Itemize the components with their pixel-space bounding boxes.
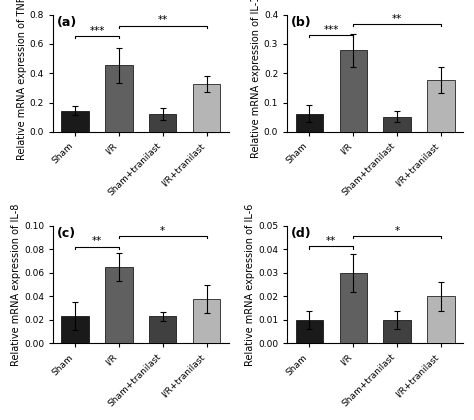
Y-axis label: Relative mRNA expression of IL-6: Relative mRNA expression of IL-6 (246, 204, 255, 366)
Text: **: ** (92, 236, 102, 246)
Bar (296, 113, 323, 132)
Bar (383, 320, 410, 344)
Bar (149, 316, 176, 344)
Text: (a): (a) (56, 16, 77, 29)
Text: **: ** (392, 13, 402, 24)
Bar (62, 316, 89, 344)
Bar (296, 320, 323, 344)
Bar (62, 111, 89, 132)
Text: (b): (b) (291, 16, 311, 29)
Text: **: ** (158, 15, 168, 25)
Bar (193, 84, 220, 132)
Bar (339, 50, 367, 132)
Bar (383, 117, 410, 132)
Text: ***: *** (89, 26, 105, 36)
Text: (d): (d) (291, 227, 311, 240)
Bar (105, 267, 133, 344)
Y-axis label: Relative mRNA expression of TNF-α: Relative mRNA expression of TNF-α (17, 0, 27, 160)
Text: *: * (394, 226, 400, 236)
Y-axis label: Relative mRNA expression of IL-8: Relative mRNA expression of IL-8 (11, 204, 21, 366)
Bar (339, 273, 367, 344)
Bar (105, 65, 133, 132)
Text: ***: *** (323, 25, 339, 35)
Bar (149, 114, 176, 132)
Y-axis label: Relative mRNA expression of IL-1β: Relative mRNA expression of IL-1β (251, 0, 261, 158)
Text: *: * (160, 226, 165, 236)
Bar (428, 297, 455, 344)
Bar (428, 80, 455, 132)
Bar (193, 299, 220, 344)
Text: (c): (c) (56, 227, 76, 240)
Text: **: ** (326, 236, 336, 246)
